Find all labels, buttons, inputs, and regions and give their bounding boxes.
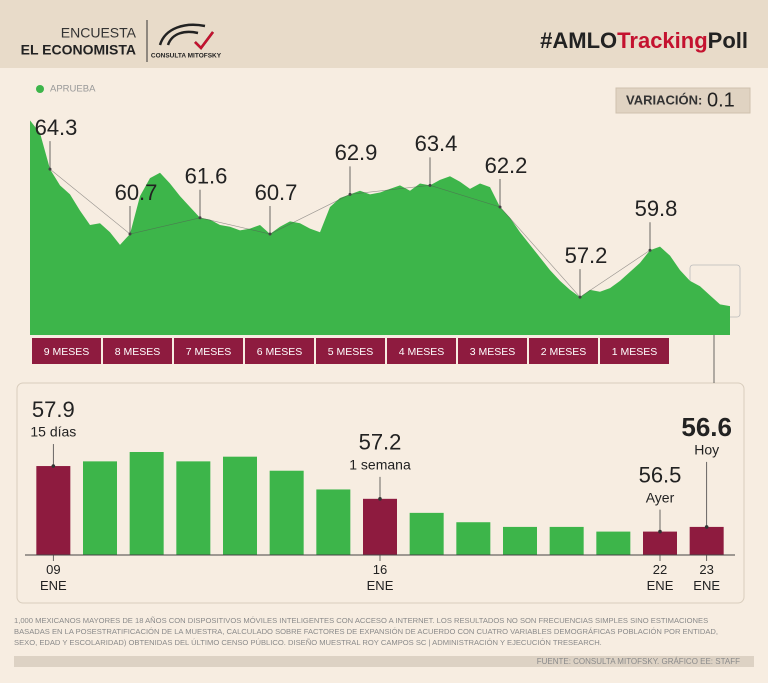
point-marker [498, 205, 502, 209]
x-tick-label: 16 ENE [366, 562, 394, 593]
period-label: 6 MESES [257, 346, 303, 358]
bar [83, 461, 117, 555]
bar [503, 526, 537, 555]
header-bar [0, 0, 768, 68]
period-label: 1 MESES [612, 346, 658, 358]
period-label: 5 MESES [328, 346, 374, 358]
logo-text: CONSULTA MITOFSKY [151, 53, 222, 60]
hashtag-part: Tracking [617, 28, 707, 53]
bar-note: Hoy [694, 442, 719, 458]
point-marker [578, 295, 582, 299]
hashtag-part: Poll [708, 28, 748, 53]
bar [363, 498, 397, 555]
bar [456, 522, 491, 555]
period-label: 4 MESES [399, 346, 445, 358]
bar [36, 466, 71, 555]
variation-value: 0.1 [707, 89, 735, 111]
bar [176, 461, 211, 555]
period-label: 2 MESES [541, 346, 587, 358]
period-box [174, 338, 243, 364]
period-label: 7 MESES [186, 346, 232, 358]
period-label: 3 MESES [470, 346, 516, 358]
period-box [458, 338, 527, 364]
area [30, 120, 730, 335]
bar [223, 456, 257, 555]
point-label: 64.3 [35, 115, 78, 140]
x-tick-label: 23 ENE [693, 562, 721, 593]
bar [269, 470, 304, 555]
period-label: 9 MESES [44, 346, 90, 358]
period-box [103, 338, 172, 364]
legend-label: APRUEBA [50, 84, 96, 95]
bar [129, 452, 164, 555]
source-bar: FUENTE: CONSULTA MITOFSKY. GRÁFICO EE: S… [14, 656, 754, 667]
source: FUENTE: CONSULTA MITOFSKY. GRÁFICO EE: S… [536, 657, 740, 666]
outlet-label: EL ECONOMISTA [21, 42, 136, 58]
hashtag: #AMLOTrackingPoll [540, 28, 748, 53]
bar-note: 1 semana [349, 457, 411, 473]
bar-panel [16, 382, 745, 604]
point-marker [198, 216, 202, 220]
point-marker [51, 464, 56, 468]
variation-label: VARIACIÓN: [626, 92, 702, 107]
point-label: 63.4 [415, 131, 458, 156]
x-tick-label: 09 ENE [39, 562, 67, 593]
bar [689, 526, 724, 555]
bar [549, 526, 584, 555]
survey-label: ENCUESTA [61, 25, 137, 41]
period-box [529, 338, 598, 364]
x-tick-label: 22 ENE [646, 562, 674, 593]
legend-marker [36, 85, 44, 93]
point-marker [648, 248, 652, 252]
bar [643, 531, 677, 555]
bar-value-label: 56.5 [639, 462, 682, 487]
period-label: 8 MESES [115, 346, 161, 358]
point-marker [658, 529, 662, 534]
logo-check [194, 31, 214, 50]
bar [596, 531, 631, 555]
bar-note: Ayer [646, 489, 675, 505]
period-box [316, 338, 385, 364]
point-marker [128, 232, 132, 236]
bar-note: 15 días [30, 424, 76, 440]
hashtag-part: #AMLO [540, 28, 617, 53]
period-box [387, 338, 456, 364]
period-box [245, 338, 314, 364]
point-label: 57.2 [565, 243, 608, 268]
point-marker [378, 497, 382, 501]
point-marker [348, 192, 352, 196]
point-label: 62.2 [485, 153, 528, 178]
bar [316, 489, 351, 555]
period-box [600, 338, 669, 364]
methodology: 1,000 MEXICANOS MAYORES DE 18 AÑOS CON D… [14, 616, 718, 647]
point-marker [268, 232, 272, 236]
point-label: 59.8 [635, 196, 678, 221]
point-marker [48, 167, 52, 171]
period-box [32, 338, 101, 364]
bar-value-label: 56.6 [681, 412, 732, 442]
bar [409, 512, 444, 555]
point-label: 60.7 [255, 180, 298, 205]
point-label: 62.9 [335, 140, 378, 165]
point-label: 61.6 [185, 164, 228, 189]
point-label: 60.7 [115, 180, 158, 205]
bar-value-label: 57.9 [32, 397, 75, 422]
point-marker [704, 525, 709, 529]
bar-value-label: 57.2 [359, 430, 402, 455]
variation-box [615, 87, 751, 114]
point-marker [428, 183, 432, 187]
